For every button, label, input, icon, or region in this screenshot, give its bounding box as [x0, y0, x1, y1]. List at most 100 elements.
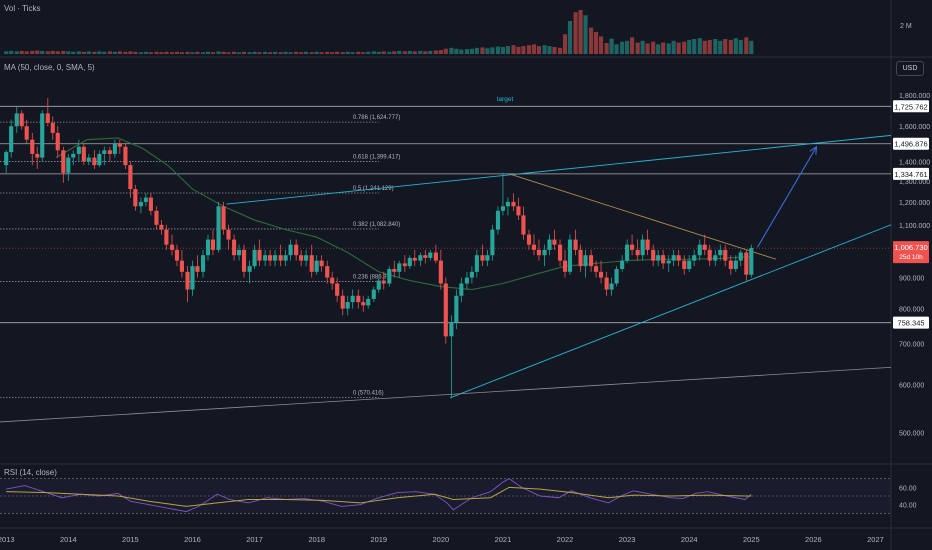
target-arrow-shaft — [757, 146, 817, 248]
volume-bar — [594, 32, 599, 54]
candle-body — [66, 157, 71, 173]
volume-bar — [226, 52, 231, 54]
candle-body — [272, 255, 278, 261]
volume-bar — [438, 50, 443, 54]
candle-body — [531, 244, 537, 250]
candle-body — [174, 249, 180, 261]
candle-body — [257, 249, 262, 261]
candle-body — [278, 255, 283, 261]
candle-body — [330, 277, 335, 284]
volume-bar — [511, 45, 516, 54]
candle-body — [661, 255, 666, 264]
price-axis-tick-label: 900.000 — [899, 276, 924, 283]
volume-bar — [407, 50, 412, 54]
candle-body — [713, 255, 718, 261]
volume-bar — [309, 52, 314, 54]
volume-bar — [138, 52, 144, 54]
volume-bar — [552, 46, 557, 54]
volume-bar — [40, 50, 45, 54]
volume-bar — [252, 51, 257, 54]
volume-bar — [35, 50, 40, 54]
price-level-tag — [893, 167, 929, 180]
time-axis: 2013 2014 2015 2016 2017 2018 2019 2020 2021 2022… — [0, 535, 884, 544]
candle-body — [128, 165, 133, 190]
candle-body — [480, 255, 485, 261]
candle-body — [485, 255, 490, 261]
volume-bar — [205, 51, 211, 54]
candle-body — [185, 271, 190, 290]
candle-body — [495, 210, 501, 230]
candle-body — [221, 206, 226, 230]
volume-bar — [620, 41, 625, 54]
volume-bar — [578, 10, 583, 54]
candle-body — [340, 295, 345, 309]
volume-bar — [143, 51, 148, 54]
volume-bar — [257, 52, 262, 54]
price-axis-tick-label: 1,200.000 — [899, 200, 930, 207]
rsi-line — [6, 478, 752, 513]
candle-body — [562, 260, 568, 272]
volume-bar — [573, 12, 578, 54]
candle-body — [133, 189, 138, 207]
candle-body — [345, 302, 350, 309]
ma-indicator-label[interactable]: MA (50, close, 0, SMA, 5) — [4, 63, 95, 72]
volume-bar — [687, 39, 692, 54]
candle-body — [24, 126, 29, 140]
candle-body — [526, 234, 532, 245]
volume-bar — [702, 40, 707, 54]
candle-body — [71, 153, 76, 158]
candle-body — [604, 277, 609, 290]
candle-body — [294, 244, 299, 256]
price-axis-tick-label: 800.000 — [899, 307, 924, 314]
volume-bar — [733, 38, 738, 54]
candle-body — [14, 113, 19, 127]
volume-bar — [651, 41, 656, 54]
candle-body — [640, 239, 645, 256]
candle-body — [423, 255, 428, 258]
volume-bar — [738, 39, 743, 54]
volume-bar — [314, 51, 319, 54]
volume-bar — [697, 38, 702, 54]
candle-body — [387, 268, 392, 284]
volume-bar — [164, 51, 169, 54]
candle-body — [671, 255, 676, 261]
price-axis: 1,800.000 1,600.000 1,400.000 1,300.000 1,20… — [899, 93, 930, 437]
volume-bar — [640, 40, 645, 54]
volume-bar — [319, 52, 324, 54]
volume-bar — [692, 39, 697, 54]
price-level-tag — [893, 100, 929, 113]
volume-bars: 2 M — [4, 10, 912, 55]
rsi-indicator-label[interactable]: RSI (14, close) — [4, 468, 57, 477]
volume-bar — [148, 52, 153, 54]
volume-bar — [361, 52, 366, 54]
candle-body — [195, 266, 200, 272]
fib-level-label: 0.786 (1,624.777) — [353, 115, 400, 121]
candle-body — [449, 322, 454, 337]
candle-body — [578, 249, 583, 267]
candle-body — [112, 143, 117, 154]
time-axis-tick-label: 2018 — [308, 535, 325, 544]
candle-body — [190, 266, 195, 290]
volume-bar — [4, 51, 9, 54]
time-axis-tick-label: 2027 — [867, 535, 884, 544]
volume-bar — [76, 51, 81, 54]
price-level-label: 758.345 — [897, 319, 924, 328]
candle-body — [589, 255, 594, 267]
time-axis-tick-label: 2026 — [805, 535, 822, 544]
candle-body — [314, 260, 319, 272]
candle-body — [325, 266, 330, 278]
volume-bar — [661, 42, 666, 54]
volume-bar — [272, 51, 278, 54]
candle-body — [625, 244, 630, 261]
descending-resistance-line — [509, 173, 777, 260]
current-price-label: 1,006.730 — [894, 243, 927, 252]
time-axis-tick-label: 2015 — [122, 535, 139, 544]
candle-body — [263, 255, 268, 261]
candle-body — [567, 239, 573, 272]
candle-body — [666, 260, 671, 264]
candle-body — [356, 295, 361, 303]
currency-selector[interactable]: USD — [896, 61, 924, 76]
volume-bar — [241, 51, 247, 54]
candle-body — [381, 280, 386, 284]
volume-bar — [630, 37, 635, 54]
